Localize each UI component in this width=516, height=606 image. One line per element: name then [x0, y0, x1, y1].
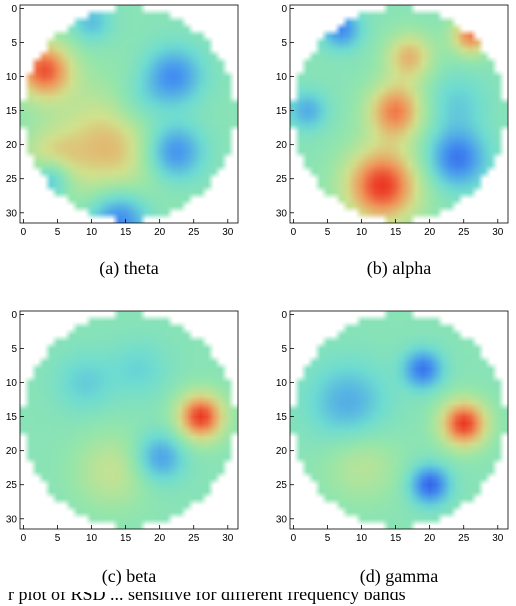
x-tick-label: 5: [55, 533, 61, 544]
y-tick-label: 10: [276, 72, 288, 83]
x-tick-label: 5: [325, 533, 331, 544]
y-tick-label: 15: [6, 106, 18, 117]
axes-frame: [289, 310, 509, 530]
y-tick-label: 30: [6, 514, 18, 525]
x-tick-label: 15: [120, 227, 132, 238]
x-tick-label: 0: [291, 533, 297, 544]
x-tick-label: 0: [291, 227, 297, 238]
y-tick-label: 20: [276, 140, 288, 151]
x-tick-label: 5: [325, 227, 331, 238]
y-tick-label: 15: [276, 106, 288, 117]
x-tick-label: 10: [356, 227, 368, 238]
x-tick-label: 20: [424, 533, 436, 544]
heatmap-image: [20, 311, 238, 529]
y-tick-label: 30: [276, 514, 288, 525]
y-tick-label: 5: [281, 38, 287, 49]
panel-caption: (a) theta: [99, 258, 158, 279]
y-tick-label: 25: [276, 174, 288, 185]
y-tick-label: 5: [281, 344, 287, 355]
heatmap-image: [290, 311, 508, 529]
y-tick-label: 30: [6, 208, 18, 219]
heatmap-image: [290, 5, 508, 223]
panel-caption: (c) beta: [102, 566, 156, 587]
figure-footer-caption: r plot of RSD ... sensitive for differen…: [0, 592, 516, 606]
x-tick-label: 30: [222, 227, 234, 238]
y-tick-label: 10: [6, 378, 18, 389]
x-tick-label: 30: [492, 533, 504, 544]
x-tick-label: 0: [21, 533, 27, 544]
x-tick-label: 15: [120, 533, 132, 544]
y-tick-label: 15: [276, 412, 288, 423]
x-tick-label: 20: [424, 227, 436, 238]
x-tick-label: 10: [356, 533, 368, 544]
x-tick-label: 15: [390, 533, 402, 544]
x-tick-label: 25: [458, 533, 470, 544]
x-tick-label: 15: [390, 227, 402, 238]
y-tick-label: 0: [281, 4, 287, 15]
axes-frame: [19, 310, 239, 530]
y-tick-label: 10: [276, 378, 288, 389]
footer-text: r plot of RSD ... sensitive for differen…: [8, 592, 406, 604]
axes-frame: [19, 4, 239, 224]
x-tick-label: 0: [21, 227, 27, 238]
x-tick-label: 30: [492, 227, 504, 238]
x-tick-label: 20: [154, 227, 166, 238]
y-tick-label: 0: [281, 310, 287, 321]
y-tick-label: 5: [11, 38, 17, 49]
x-tick-label: 5: [55, 227, 61, 238]
y-tick-label: 20: [6, 140, 18, 151]
x-tick-label: 30: [222, 533, 234, 544]
panel-caption: (d) gamma: [360, 566, 438, 587]
heatmap-image: [20, 5, 238, 223]
x-tick-label: 20: [154, 533, 166, 544]
x-tick-label: 10: [86, 227, 98, 238]
x-tick-label: 25: [188, 227, 200, 238]
y-tick-label: 5: [11, 344, 17, 355]
x-tick-label: 25: [458, 227, 470, 238]
y-tick-label: 20: [6, 446, 18, 457]
y-tick-label: 10: [6, 72, 18, 83]
y-tick-label: 0: [11, 4, 17, 15]
y-tick-label: 0: [11, 310, 17, 321]
y-tick-label: 25: [276, 480, 288, 491]
panel-caption: (b) alpha: [367, 258, 431, 279]
y-tick-label: 30: [276, 208, 288, 219]
y-tick-label: 25: [6, 174, 18, 185]
axes-frame: [289, 4, 509, 224]
y-tick-label: 15: [6, 412, 18, 423]
y-tick-label: 25: [6, 480, 18, 491]
y-tick-label: 20: [276, 446, 288, 457]
x-tick-label: 25: [188, 533, 200, 544]
x-tick-label: 10: [86, 533, 98, 544]
